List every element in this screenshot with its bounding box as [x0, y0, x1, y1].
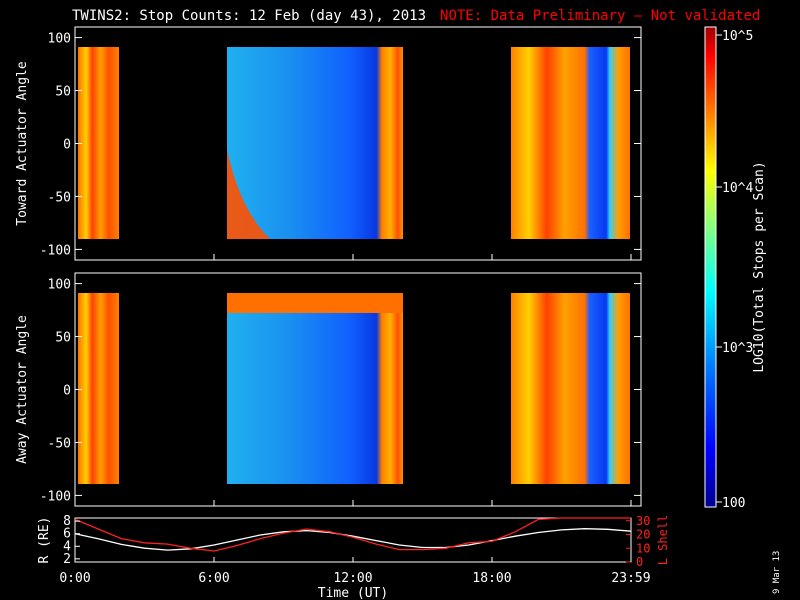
away-block-3 — [511, 293, 630, 484]
lshell-ytick-label: 20 — [636, 528, 650, 542]
away-block-1 — [78, 293, 119, 484]
r-ytick-label: 6 — [63, 527, 71, 542]
r-ytick-label: 8 — [63, 514, 71, 529]
lshell-line — [74, 517, 631, 552]
toward-ytick-label: 0 — [63, 138, 71, 153]
toward-block-3 — [511, 47, 630, 239]
toward-ytick-label: 100 — [48, 32, 71, 47]
orbit-panel — [74, 517, 632, 563]
toward-block-1 — [78, 47, 119, 239]
away-ylabel: Away Actuator Angle — [15, 315, 30, 464]
xtick-label: 12:00 — [333, 571, 372, 586]
colorbar-label: LOG10(Total Stops per Scan) — [752, 161, 767, 372]
preliminary-note: NOTE: Data Preliminary – Not validated — [440, 8, 761, 24]
xlabel: Time (UT) — [318, 586, 388, 600]
colorbar-tick-label: 10^4 — [722, 181, 753, 196]
colorbar-tick-label: 100 — [722, 496, 745, 511]
toward-ytick-label: 50 — [55, 85, 71, 100]
lshell-ytick-label: 10 — [636, 541, 650, 555]
r-ytick-label: 2 — [63, 552, 71, 567]
away-ytick-label: -100 — [40, 489, 71, 504]
away-ytick-label: -50 — [48, 436, 71, 451]
away-panel — [74, 272, 642, 507]
r-ylabel: R (RE) — [37, 517, 52, 564]
colorbar-tick-label: 10^3 — [722, 341, 753, 356]
lshell-ylabel: L Shell — [656, 515, 670, 566]
away-red-top — [227, 293, 403, 313]
toward-ytick-label: -50 — [48, 190, 71, 205]
away-ytick-label: 0 — [63, 384, 71, 399]
away-ytick-label: 100 — [48, 278, 71, 293]
away-ytick-label: 50 — [55, 331, 71, 346]
r-ytick-label: 4 — [63, 539, 71, 554]
toward-block-2 — [227, 47, 403, 239]
colorbar — [704, 26, 717, 508]
toward-ylabel: Toward Actuator Angle — [15, 61, 30, 226]
xtick-label: 23:59 — [611, 571, 650, 586]
toward-red-bottom — [227, 150, 270, 239]
xtick-label: 6:00 — [198, 571, 229, 586]
colorbar-tick-label: 10^5 — [722, 29, 753, 44]
toward-panel — [74, 26, 642, 261]
lshell-ytick-label: 30 — [636, 514, 650, 528]
lshell-ytick-label: 0 — [636, 555, 643, 569]
xtick-label: 18:00 — [472, 571, 511, 586]
r-line — [74, 528, 632, 551]
toward-ytick-label: -100 — [40, 243, 71, 258]
title-text: TWINS2: Stop Counts: 12 Feb (day 43), 20… — [72, 8, 427, 24]
xtick-label: 0:00 — [59, 571, 90, 586]
chart-title: TWINS2: Stop Counts: 12 Feb (day 43), 20… — [72, 8, 760, 24]
away-block-2 — [227, 293, 403, 484]
